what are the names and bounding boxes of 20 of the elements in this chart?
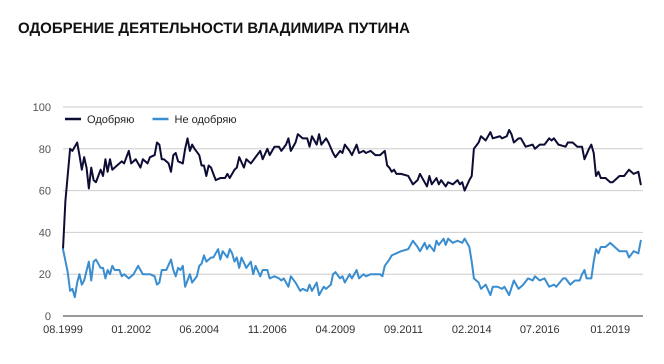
line-series	[62, 128, 642, 250]
x-tick-label: 04.2009	[316, 324, 356, 336]
x-tick-label: 01.2002	[111, 324, 152, 336]
y-tick-label: 80	[38, 144, 51, 156]
x-tick-label: 02.2014	[452, 324, 492, 336]
line-series	[62, 238, 642, 298]
chart-title: ОДОБРЕНИЕ ДЕЯТЕЛЬНОСТИ ВЛАДИМИРА ПУТИНА	[18, 20, 410, 37]
y-tick-label: 40	[38, 227, 51, 240]
y-tick-label: 100	[32, 102, 51, 114]
x-tick-label: 07.2016	[520, 324, 560, 336]
y-tick-label: 60	[38, 186, 51, 198]
legend-label: Не одобряю	[174, 114, 237, 126]
x-tick-label: 11.2006	[248, 324, 287, 336]
y-tick-label: 20	[38, 269, 51, 282]
x-tick-label: 09.2011	[384, 324, 424, 336]
x-tick-label: 06.2004	[179, 324, 220, 336]
x-tick-label: 08.1999	[43, 324, 83, 336]
y-tick-label: 0	[44, 311, 51, 323]
legend-label: Одобряю	[87, 114, 134, 126]
x-tick-label: 01.2019	[590, 324, 630, 336]
